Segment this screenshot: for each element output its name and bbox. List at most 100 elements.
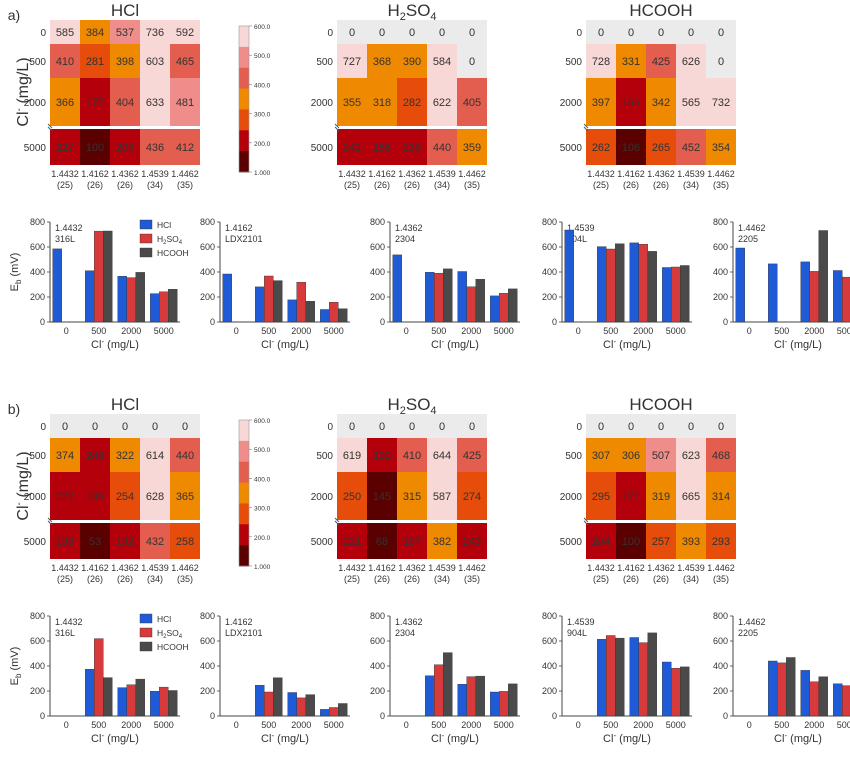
bar-category-label: 0 xyxy=(234,720,239,730)
heatmap-cell-value: 468 xyxy=(712,450,730,462)
bar xyxy=(264,275,274,323)
bar xyxy=(338,703,348,717)
bar xyxy=(818,230,828,323)
heatmap-col-number: (26) xyxy=(653,574,669,584)
legend-swatch xyxy=(139,613,153,624)
bar xyxy=(434,664,444,717)
heatmap-col-label: 1.4162 xyxy=(617,563,645,573)
colorbar-band xyxy=(239,67,249,90)
heatmap-cell-value: 405 xyxy=(463,97,481,109)
bar xyxy=(680,265,690,323)
heatmap-col-label: 1.4432 xyxy=(338,169,366,179)
bar-category-label: 500 xyxy=(431,326,446,336)
bar xyxy=(638,244,648,323)
bar xyxy=(85,669,95,717)
heatmap-row-label: 500 xyxy=(316,57,333,68)
heatmap-cell xyxy=(110,438,140,472)
heatmap: HCOOH 0 0 0 0 0 0 728 331 425 626 0 500 397 166 342 565 7… xyxy=(560,1,736,190)
bar xyxy=(159,686,169,717)
colorbar-tick-label: 400.0 xyxy=(254,82,271,89)
bar-y-tick-label: 800 xyxy=(370,217,385,227)
bar xyxy=(842,685,850,717)
bar xyxy=(597,246,607,323)
heatmap-cell xyxy=(646,472,676,520)
heatmap-cell xyxy=(676,20,706,44)
bar-y-tick-label: 0 xyxy=(552,317,557,327)
heatmap-title-main: HCOOH xyxy=(629,395,692,414)
heatmap-row-label: 5000 xyxy=(24,537,47,548)
x-label-main: Cl xyxy=(431,339,441,351)
heatmap-cell-value: 0 xyxy=(439,421,445,433)
heatmap-cell xyxy=(646,44,676,78)
heatmap-cell-value: 727 xyxy=(343,56,361,68)
heatmap-cell-value: 436 xyxy=(146,142,164,154)
heatmap-title: HCl xyxy=(111,395,139,414)
heatmap-cell-value: 537 xyxy=(116,27,134,39)
heatmap-cell xyxy=(457,44,487,78)
bar-category-label: 2000 xyxy=(461,326,481,336)
heatmap-cell-value: 507 xyxy=(652,450,670,462)
bar xyxy=(606,635,616,717)
heatmap-col-number: (34) xyxy=(434,574,450,584)
heatmap-cell xyxy=(427,472,457,520)
heatmap-cell-value: 0 xyxy=(718,56,724,68)
bar xyxy=(490,295,500,323)
heatmap-col-label: 1.4162 xyxy=(368,563,396,573)
x-label-sup: - xyxy=(613,337,616,346)
bar-category-label: 500 xyxy=(774,720,789,730)
alloy-name: 904L xyxy=(567,628,587,638)
heatmap-col-label: 1.4539 xyxy=(677,563,705,573)
heatmap-cell-value: 736 xyxy=(146,27,164,39)
heatmap-row-label: 2000 xyxy=(24,492,47,503)
heatmap-cell-value: 365 xyxy=(176,491,194,503)
heatmap-col-label: 1.4162 xyxy=(81,169,109,179)
heatmap-cell-value: 254 xyxy=(116,491,134,503)
legend-sub: 2 xyxy=(163,634,167,640)
alloy-name: 2205 xyxy=(738,234,758,244)
bar-y-tick-label: 200 xyxy=(30,686,45,696)
heatmap-cell xyxy=(616,20,646,44)
heatmap: HCl 585 384 537 736 592 0 410 281 398 603 465 500 366… xyxy=(24,1,200,190)
x-label-main: Cl xyxy=(774,733,784,745)
heatmap-col-label: 1.4462 xyxy=(458,169,486,179)
heatmap-cell-value: 440 xyxy=(433,142,451,154)
bar-category-label: 5000 xyxy=(837,720,850,730)
heatmap-title-main: HCOOH xyxy=(629,1,692,20)
bar xyxy=(117,687,127,717)
heatmap-cell-value: 0 xyxy=(628,421,634,433)
bar xyxy=(273,677,283,717)
heatmap-cell-value: 0 xyxy=(469,56,475,68)
bar-category-label: 5000 xyxy=(324,326,344,336)
heatmap-cell xyxy=(50,472,80,520)
x-label-unit: (mg/L) xyxy=(444,733,479,745)
alloy-code: 1.4362 xyxy=(395,617,423,627)
heatmap-cell-value: 227 xyxy=(56,491,74,503)
heatmap-cell xyxy=(586,129,616,165)
heatmap-row-label: 500 xyxy=(29,57,46,68)
bar-category-label: 2000 xyxy=(804,720,824,730)
heatmap-cell xyxy=(397,438,427,472)
heatmap-cell xyxy=(586,438,616,472)
heatmap-cell xyxy=(676,438,706,472)
heatmap-cell-value: 322 xyxy=(116,450,134,462)
heatmap-cell-value: 106 xyxy=(622,142,640,154)
heatmap-cell xyxy=(616,523,646,559)
heatmap-cell xyxy=(457,129,487,165)
x-label-sup: - xyxy=(101,731,104,740)
bar xyxy=(296,282,306,323)
heatmap-cell-value: 382 xyxy=(433,536,451,548)
bar-category-label: 500 xyxy=(91,720,106,730)
heatmap-col-label: 1.4539 xyxy=(428,563,456,573)
bar xyxy=(809,271,819,323)
heatmap-col-number: (25) xyxy=(593,180,609,190)
heatmap-col-number: (26) xyxy=(623,180,639,190)
colorbar-tick-label: 600.0 xyxy=(254,24,271,31)
bar xyxy=(287,692,297,717)
heatmap-cell-value: 315 xyxy=(403,491,421,503)
heatmap-cell-value: 404 xyxy=(116,97,134,109)
bar-x-axis-label: Cl- (mg/L) xyxy=(261,731,309,745)
heatmap-col-label: 1.4432 xyxy=(51,563,79,573)
colorbar-frame xyxy=(238,25,250,173)
